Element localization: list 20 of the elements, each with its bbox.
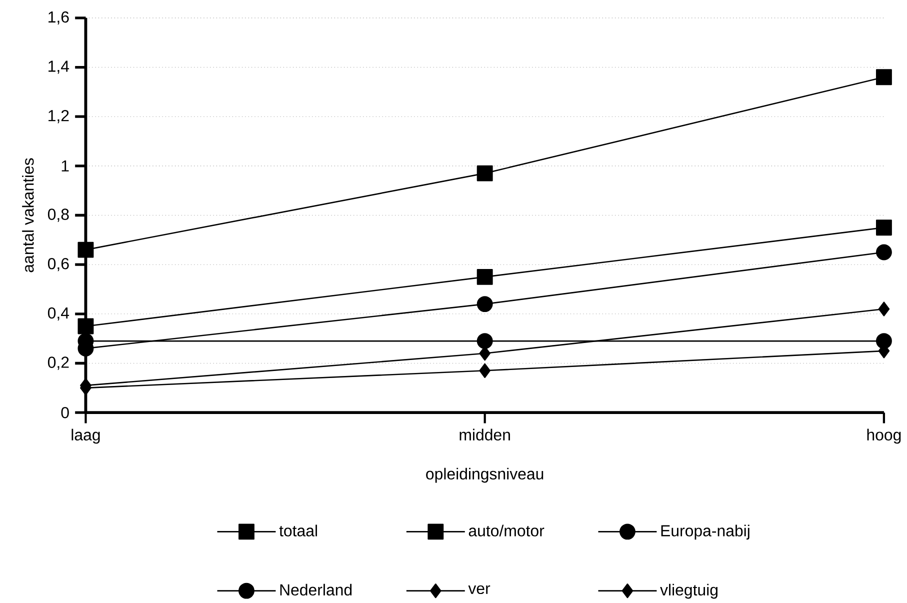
y-tick-label: 1: [62, 160, 69, 172]
legend-label: Europa-nabij: [661, 524, 750, 540]
legend-label: vliegtuig: [660, 584, 718, 599]
y-tick-label: 1,6: [48, 11, 69, 24]
legend-label: Nederland: [280, 584, 352, 596]
y-tick-label: 0: [61, 406, 69, 418]
legend-label: totaal: [279, 524, 317, 536]
y-tick-label: 1,4: [48, 60, 70, 74]
y-tick-label: 0,8: [48, 208, 69, 222]
x-axis-title: opleidingsniveau: [426, 468, 544, 483]
x-tick-label: midden: [460, 428, 510, 440]
legend-label: auto/motor: [468, 524, 544, 536]
y-axis-title: aantal vakanties: [22, 158, 34, 272]
x-tick-label: hoog: [867, 428, 901, 444]
x-tick-label: laag: [72, 428, 100, 444]
legend-label: ver: [468, 585, 490, 594]
y-tick-label: 0,4: [48, 307, 70, 320]
y-tick-label: 1,2: [48, 110, 69, 124]
y-tick-label: 0,2: [48, 356, 69, 370]
y-tick-label: 0,6: [48, 258, 69, 272]
